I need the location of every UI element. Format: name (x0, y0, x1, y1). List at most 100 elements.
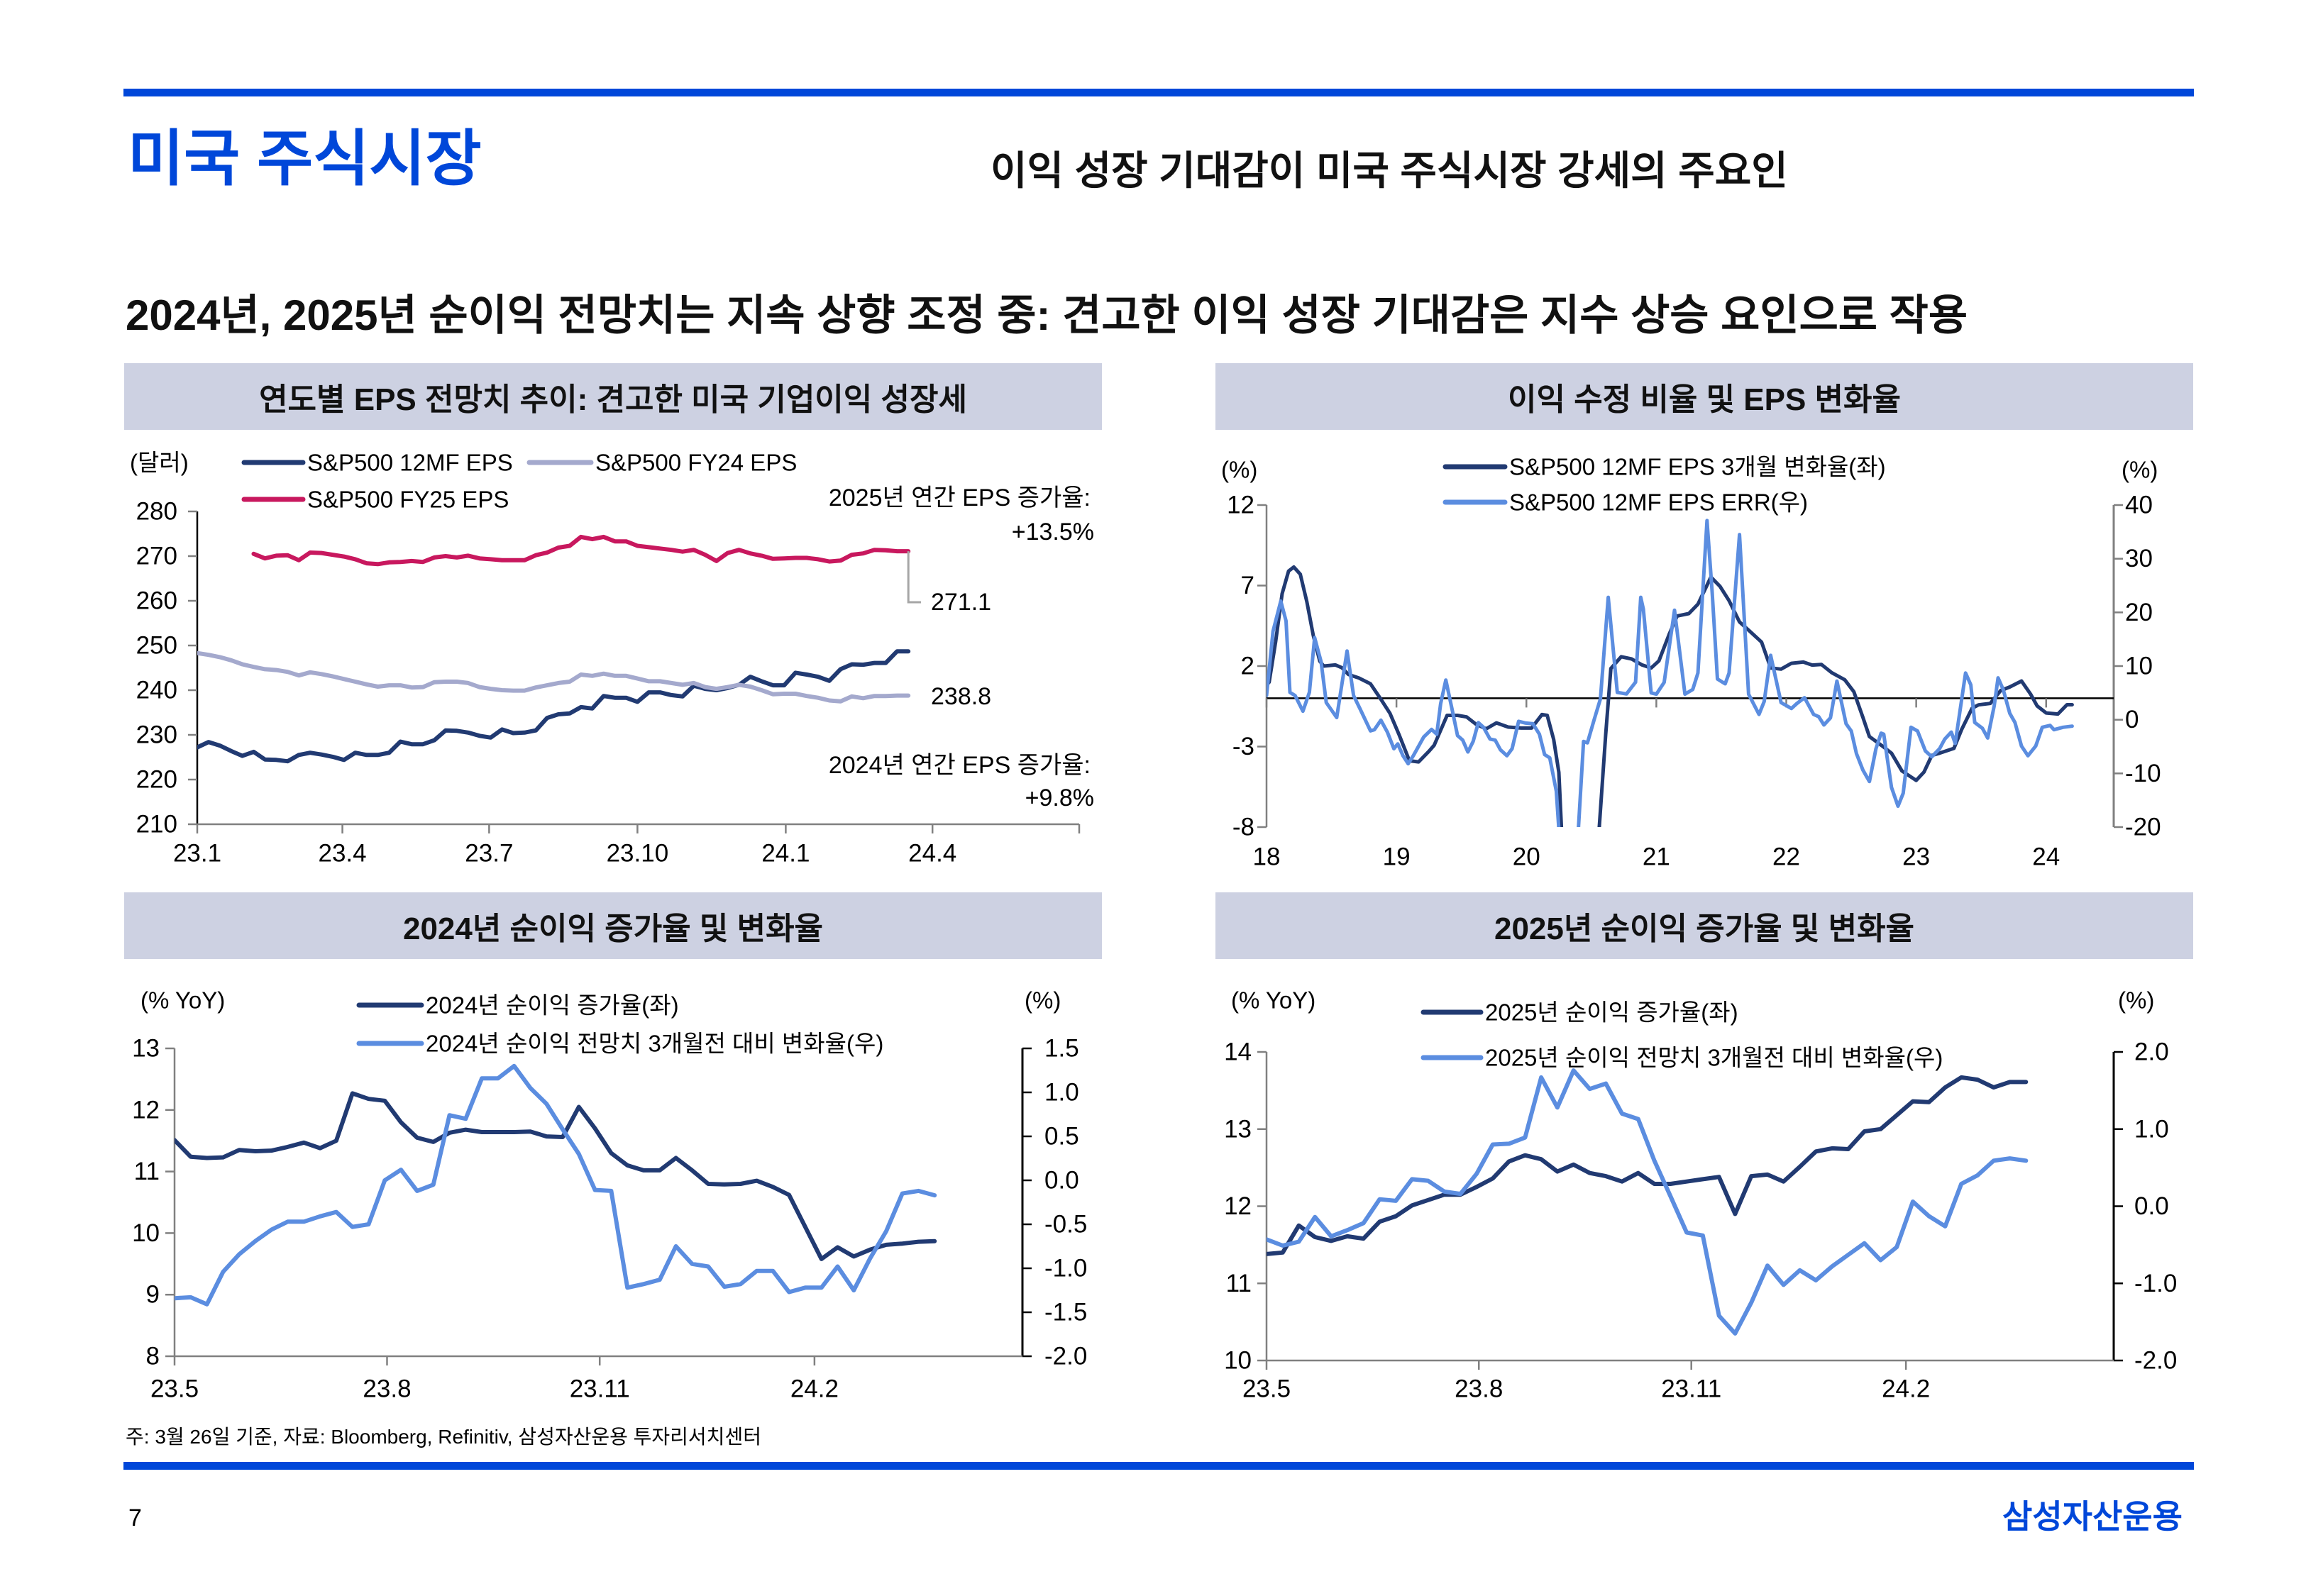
legend-label: S&P500 FY25 EPS (307, 487, 509, 513)
eps-fy25-line (251, 534, 911, 567)
x-tick-label: 24 (2032, 843, 2060, 871)
x-tick-label: 24.4 (908, 840, 956, 868)
x-tick-label: 18 (1253, 843, 1281, 871)
x-tick-label: 23.8 (1455, 1375, 1503, 1403)
y-left-tick-label: 230 (136, 721, 177, 749)
x-tick-label: 21 (1643, 843, 1670, 871)
y-left-tick-label: 14 (1224, 1038, 1252, 1066)
legend-item: S&P500 12MF EPS 3개월 변화율(좌) (1442, 454, 1886, 480)
y-left-unit-label: (달러) (130, 450, 189, 476)
y-right-unit-label: (%) (1025, 987, 1061, 1014)
y-left-tick-label: 13 (1224, 1115, 1252, 1143)
y-left-tick-label: 8 (146, 1343, 160, 1370)
legend-label: 2024년 순이익 증가율(좌) (426, 992, 679, 1019)
x-tick-label: 24.1 (761, 840, 810, 868)
legend-item: S&P500 12MF EPS ERR(우) (1442, 489, 1808, 516)
growth-annotation: 2024년 연간 EPS 증가율: (829, 752, 1091, 779)
y-right-tick-label: 0.0 (2134, 1192, 2169, 1220)
x-tick-label: 23.1 (173, 840, 221, 868)
end-value-label: 271.1 (931, 589, 991, 616)
x-tick-label: 20 (1513, 843, 1540, 871)
plot-area (197, 534, 911, 764)
y-left-tick-label: 270 (136, 543, 177, 570)
x-tick-label: 23.11 (1661, 1375, 1721, 1403)
growth-annotation: +9.8% (1025, 785, 1094, 811)
y-left-unit-label: (%) (1221, 457, 1257, 483)
y-right-tick-label: 2.0 (2134, 1038, 2169, 1066)
y-left-tick-label: 280 (136, 498, 177, 526)
y-right-tick-label: 20 (2125, 599, 2153, 626)
top-rule (123, 89, 2194, 96)
legend-item: S&P500 FY24 EPS (526, 450, 797, 476)
earnings-revision-chart: 12 7 2 -3 -8 40 30 20 10 0 -10 -20 18 19 20 21 22 23 24 S&P… (1221, 454, 2161, 871)
x-tick-label: 23.5 (150, 1375, 199, 1403)
y-left-tick-label: -8 (1232, 814, 1254, 841)
legend-item: 2024년 순이익 증가율(좌) (356, 992, 679, 1019)
legend-label: S&P500 12MF EPS ERR(우) (1509, 489, 1808, 516)
legend-label: S&P500 12MF EPS (307, 450, 513, 476)
x-tick-label: 23 (1902, 843, 1930, 871)
y-left-tick-label: 12 (1224, 1192, 1252, 1220)
page-number: 7 (128, 1504, 142, 1531)
y-right-tick-label: -1.0 (1044, 1255, 1087, 1282)
y-left-tick-label: 9 (146, 1281, 160, 1309)
x-tick-label: 24.2 (1882, 1375, 1930, 1403)
legend-label: S&P500 FY24 EPS (595, 450, 797, 476)
y-right-tick-label: 0.5 (1044, 1123, 1079, 1151)
source-footnote: 주: 3월 26일 기준, 자료: Bloomberg, Refinitiv, … (126, 1426, 761, 1448)
plot-area (175, 1063, 937, 1307)
page-subtitle: 이익 성장 기대감이 미국 주식시장 강세의 주요인 (991, 148, 1788, 193)
y-right-tick-label: 1.5 (1044, 1035, 1079, 1063)
chart-4-title: 2025년 순이익 증가율 및 변화율 (1494, 911, 1915, 946)
chart-3-title: 2024년 순이익 증가율 및 변화율 (402, 911, 824, 946)
y-left-tick-label: 10 (132, 1219, 160, 1247)
y-left-tick-label: 12 (1227, 492, 1254, 519)
legend-item: 2024년 순이익 전망치 3개월전 대비 변화율(우) (356, 1031, 883, 1057)
y-left-tick-label: -3 (1232, 733, 1254, 760)
legend-item: 2025년 순이익 증가율(좌) (1420, 999, 1738, 1026)
bottom-rule (123, 1462, 2194, 1470)
x-tick-label: 24.2 (790, 1375, 839, 1403)
legend-item: S&P500 FY25 EPS (241, 487, 509, 513)
y-right-tick-label: 40 (2125, 492, 2153, 519)
profit-growth-2024-line (175, 1091, 937, 1261)
x-tick-label: 19 (1383, 843, 1411, 871)
chart-1-title: 연도별 EPS 전망치 추이: 견고한 미국 기업이익 성장세 (259, 382, 967, 417)
y-left-tick-label: 250 (136, 632, 177, 660)
y-right-tick-label: -20 (2125, 814, 2161, 841)
y-right-unit-label: (%) (2122, 457, 2158, 483)
y-left-unit-label: (% YoY) (1231, 987, 1315, 1014)
x-tick-label: 23.11 (570, 1375, 630, 1403)
plot-area (1267, 519, 2074, 827)
x-tick-label: 23.5 (1242, 1375, 1291, 1403)
y-left-tick-label: 7 (1241, 572, 1254, 599)
page-title: 미국 주식시장 (128, 125, 482, 193)
y-right-tick-label: 30 (2125, 545, 2153, 572)
plot-area (1267, 1068, 2029, 1336)
y-right-tick-label: -1.5 (1044, 1299, 1087, 1326)
y-right-tick-label: 0 (2125, 706, 2139, 733)
y-left-tick-label: 260 (136, 587, 177, 615)
y-left-unit-label: (% YoY) (140, 987, 225, 1014)
y-right-tick-label: -1.0 (2134, 1270, 2177, 1297)
y-left-tick-label: 2 (1241, 653, 1254, 680)
end-value-label: 238.8 (931, 683, 991, 710)
chart-2-header: 이익 수정 비율 및 EPS 변화율 (1215, 363, 2193, 430)
eps-fy24-line (197, 650, 911, 704)
legend-label: 2024년 순이익 전망치 3개월전 대비 변화율(우) (426, 1031, 883, 1057)
y-right-tick-label: 0.0 (1044, 1167, 1079, 1195)
y-left-tick-label: 10 (1224, 1347, 1252, 1375)
end-label-leader-line (907, 551, 921, 604)
legend-item: S&P500 12MF EPS (241, 450, 513, 476)
y-left-tick-label: 11 (1226, 1270, 1252, 1297)
x-tick-label: 23.4 (319, 840, 367, 868)
x-tick-label: 23.7 (465, 840, 513, 868)
x-tick-label: 23.8 (363, 1375, 411, 1403)
eps-12mf-line (197, 649, 911, 764)
growth-annotation: +13.5% (1012, 519, 1094, 545)
y-right-tick-label: -2.0 (2134, 1347, 2177, 1375)
profit-growth-2025-chart: 14 13 12 11 10 2.0 1.0 0.0 -1.0 -2.0 23.5 23.8 23.11… (1224, 987, 2177, 1403)
y-right-tick-label: -2.0 (1044, 1343, 1087, 1370)
eps-revision-ratio-line (1267, 519, 2074, 827)
